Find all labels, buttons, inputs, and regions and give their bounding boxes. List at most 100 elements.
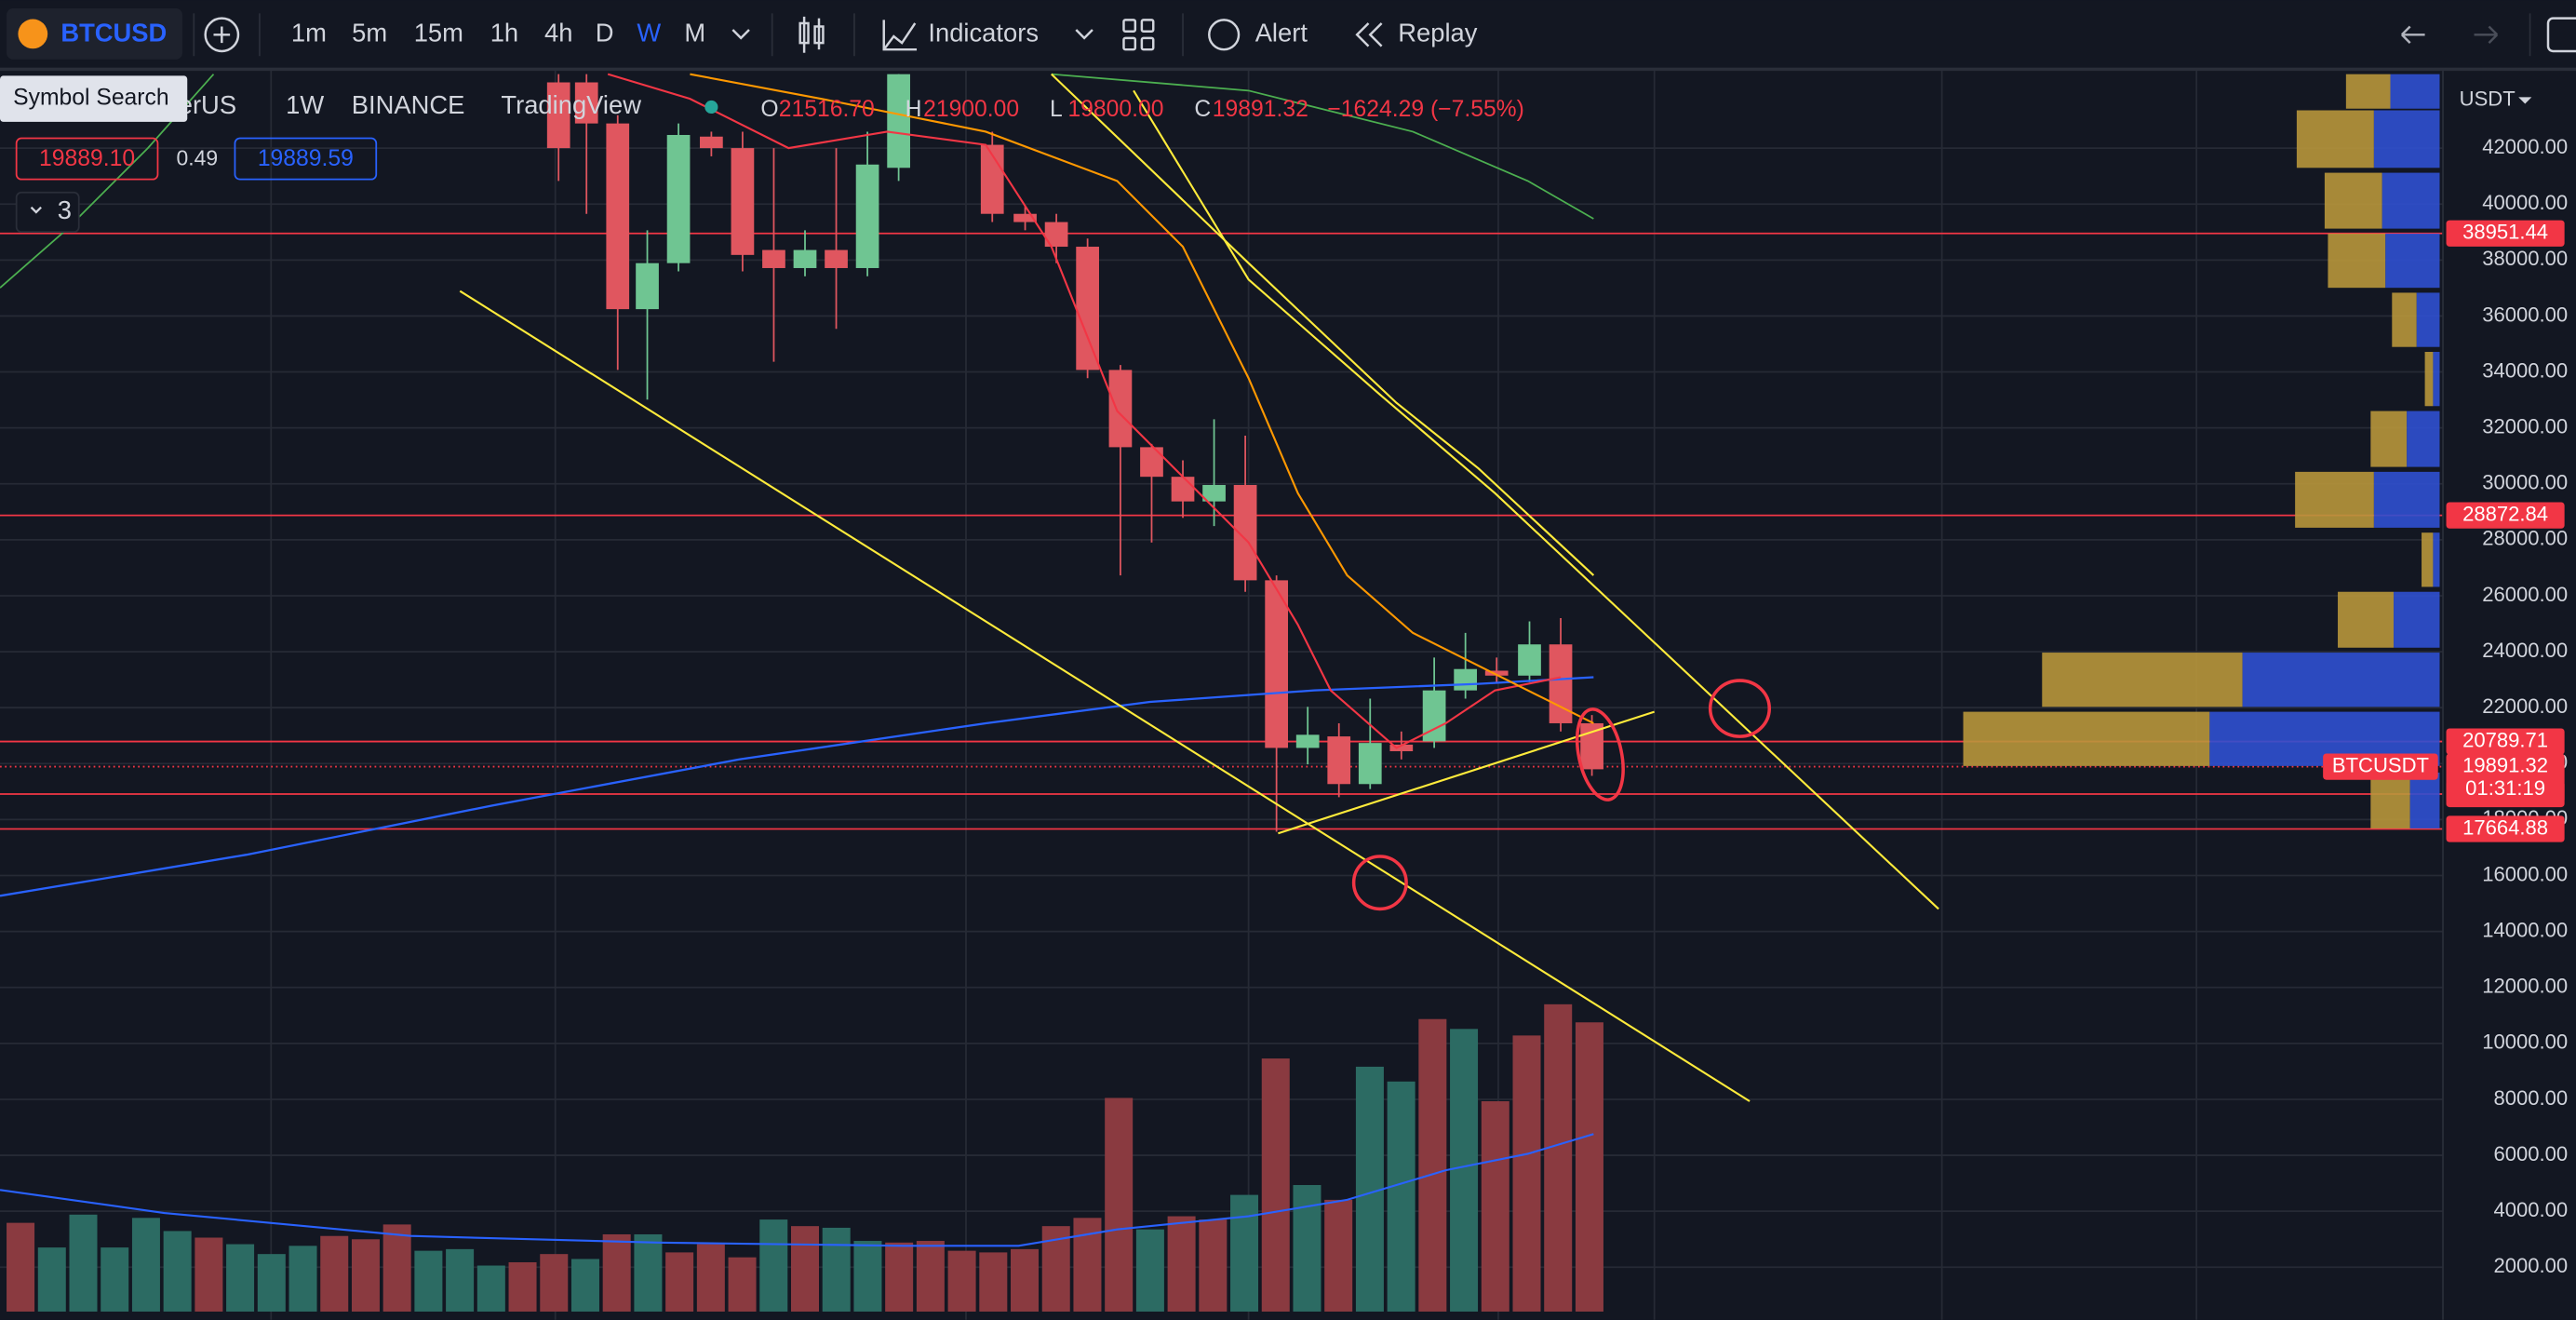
price-tick-label: 8000.00 [2493, 1086, 2568, 1110]
interval[interactable]: 1m [291, 19, 327, 47]
ohlc-value: 19891.32 [1213, 97, 1308, 122]
interval[interactable]: 15m [414, 19, 463, 47]
ma-volume [0, 1133, 1594, 1247]
replay-icon [1355, 22, 1383, 47]
candle-body [1518, 644, 1541, 676]
profile-down [2390, 74, 2440, 109]
volume-bar [540, 1254, 569, 1312]
profile-down [2409, 772, 2440, 828]
volume-bars [7, 1003, 1603, 1312]
replay-button[interactable]: Replay [1398, 19, 1477, 47]
layout-button[interactable] [1122, 19, 1155, 51]
fullscreen-button[interactable] [2546, 17, 2576, 53]
candle-body [731, 148, 755, 255]
drawings [0, 73, 1939, 1247]
candle-body [887, 74, 910, 168]
redo-button[interactable] [2474, 25, 2499, 45]
profile-up [2370, 411, 2408, 467]
interval[interactable]: M [684, 19, 705, 47]
alert-icon [1208, 19, 1241, 51]
undo-button[interactable] [2401, 25, 2425, 45]
price-tag-label: 20789.71 [2462, 728, 2548, 751]
volume-bar [320, 1235, 349, 1312]
profile-up [2422, 532, 2434, 587]
profile-down [2407, 411, 2440, 467]
volume-bar [1355, 1066, 1384, 1312]
interval[interactable]: D [596, 19, 614, 47]
profile-up [1963, 711, 2210, 766]
symbol-button[interactable] [7, 8, 182, 60]
ohlc-value: 21900.00 [923, 97, 1019, 122]
price-tick-label: 28000.00 [2482, 527, 2568, 550]
volume-bar [947, 1250, 976, 1312]
price-tick-label: 30000.00 [2482, 471, 2568, 494]
price-tick-label: 2000.00 [2493, 1254, 2568, 1277]
ohlc-value: 21516.70 [779, 97, 875, 122]
volume-bar [414, 1250, 443, 1312]
volume-bar [665, 1252, 694, 1312]
candle-body [793, 249, 817, 268]
volume-bar [1261, 1058, 1290, 1312]
grid [0, 69, 2444, 1320]
volume-bar [351, 1239, 380, 1312]
icon [1122, 19, 1137, 34]
candle-body [1171, 477, 1195, 502]
price-tick-label: 6000.00 [2493, 1142, 2568, 1165]
alert-button[interactable]: Alert [1255, 19, 1308, 47]
volume-bar [979, 1252, 1008, 1312]
trend-line [1133, 89, 1939, 910]
volume-bar [131, 1218, 160, 1312]
price-tick-label: 32000.00 [2482, 414, 2568, 438]
candle-body [666, 134, 691, 263]
volume-bar [1450, 1029, 1479, 1312]
ask[interactable]: 19889.59 [258, 146, 354, 171]
volume-bar [508, 1261, 537, 1312]
symbol-tag [2323, 753, 2438, 780]
candle-body [1454, 668, 1478, 691]
interval-dropdown[interactable] [731, 29, 750, 40]
candle-body [1076, 247, 1099, 370]
ask-box[interactable] [234, 137, 378, 181]
indicators-button[interactable]: Indicators [928, 19, 1039, 47]
dropdown-icon[interactable] [1075, 29, 1093, 40]
interval[interactable]: W [637, 19, 661, 47]
bid[interactable]: 19889.10 [39, 146, 135, 171]
candle-body [1202, 484, 1226, 502]
countdown: 01:31:19 [2465, 776, 2545, 800]
ohlc-key: C [1194, 97, 1211, 122]
volume-bar [37, 1247, 66, 1312]
indicators-count[interactable]: 3 [58, 195, 72, 224]
price-tag [2446, 815, 2565, 842]
interval[interactable]: 4h [544, 19, 572, 47]
volume-bar [382, 1224, 411, 1312]
currency-label[interactable]: USDT [2460, 88, 2516, 111]
add-symbol[interactable] [204, 17, 240, 53]
interval[interactable]: 5m [352, 19, 387, 47]
profile-down [2416, 292, 2440, 347]
profile-down [2242, 653, 2440, 707]
volume-bar [634, 1233, 663, 1312]
candle-body [1233, 484, 1257, 581]
interval[interactable]: 1h [490, 19, 518, 47]
volume-bar [257, 1254, 286, 1312]
volume-bar [602, 1233, 631, 1312]
symbol-tag-label: BTCUSDT [2332, 753, 2429, 776]
ma-red [607, 73, 1562, 749]
symbol[interactable]: BTCUSD [60, 19, 167, 47]
market-status [704, 100, 718, 114]
volume-bar [1105, 1098, 1134, 1312]
bid-box[interactable] [15, 137, 159, 181]
volume-bar [1481, 1100, 1509, 1312]
candle-body [1265, 580, 1288, 748]
price-tick-label: 12000.00 [2482, 975, 2568, 998]
chart-type-button[interactable] [798, 16, 825, 53]
indicators-toggle[interactable] [15, 191, 80, 234]
volume-bar [916, 1241, 945, 1312]
price-tick-label: 36000.00 [2482, 303, 2568, 326]
legend-provider: TradingView [501, 90, 641, 119]
volume-bar [1512, 1035, 1541, 1312]
profile-up [2296, 110, 2374, 168]
profile-down [2394, 591, 2440, 648]
